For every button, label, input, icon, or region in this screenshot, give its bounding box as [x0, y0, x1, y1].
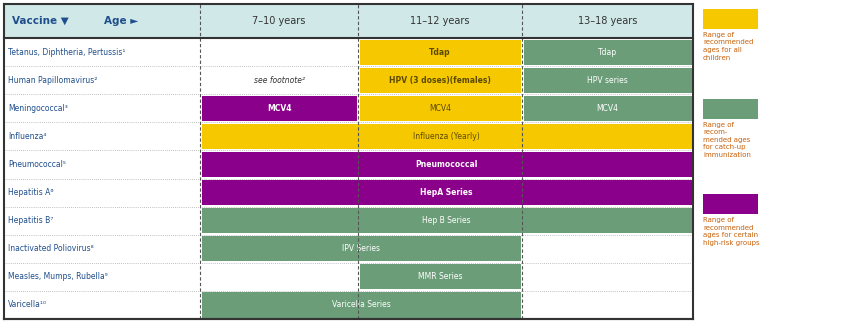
- Text: HepA Series: HepA Series: [420, 188, 473, 197]
- Bar: [202, 208, 691, 233]
- Text: HPV (3 doses)(females): HPV (3 doses)(females): [389, 76, 491, 85]
- Text: Hepatitis B⁷: Hepatitis B⁷: [8, 216, 53, 225]
- Text: Range of
recom-
mended ages
for catch-up
immunization: Range of recom- mended ages for catch-up…: [703, 122, 751, 158]
- Bar: [360, 68, 521, 93]
- Text: Influenza (Yearly): Influenza (Yearly): [413, 132, 480, 141]
- Text: Range of
recommended
ages for all
children: Range of recommended ages for all childr…: [703, 32, 754, 60]
- Bar: [360, 96, 521, 121]
- Text: Pneumococcal: Pneumococcal: [415, 160, 478, 169]
- Text: Range of
recommended
ages for certain
high-risk groups: Range of recommended ages for certain hi…: [703, 217, 760, 246]
- Bar: [202, 96, 356, 121]
- Text: Measles, Mumps, Rubella⁹: Measles, Mumps, Rubella⁹: [8, 272, 108, 281]
- Bar: [703, 194, 758, 214]
- Text: Tdap: Tdap: [598, 48, 617, 56]
- Bar: [360, 39, 521, 65]
- Text: Influenza⁴: Influenza⁴: [8, 132, 46, 141]
- Text: MCV4: MCV4: [429, 104, 451, 113]
- Text: Pneumococcal⁵: Pneumococcal⁵: [8, 160, 66, 169]
- Text: Age ►: Age ►: [104, 16, 138, 26]
- Text: 7–10 years: 7–10 years: [252, 16, 306, 26]
- Bar: [360, 264, 521, 290]
- Text: Vaccine ▼: Vaccine ▼: [12, 16, 68, 26]
- Bar: [4, 4, 693, 319]
- Bar: [4, 4, 693, 38]
- Bar: [202, 180, 691, 205]
- Text: MMR Series: MMR Series: [418, 272, 463, 281]
- Text: Hep B Series: Hep B Series: [422, 216, 471, 225]
- Text: Tdap: Tdap: [430, 48, 451, 56]
- Text: see footnote²: see footnote²: [253, 76, 305, 85]
- Bar: [202, 124, 691, 149]
- Text: 11–12 years: 11–12 years: [410, 16, 470, 26]
- Text: Hepatitis A⁶: Hepatitis A⁶: [8, 188, 53, 197]
- Text: MCV4: MCV4: [267, 104, 291, 113]
- Text: 13–18 years: 13–18 years: [578, 16, 637, 26]
- Text: Inactivated Poliovirus⁸: Inactivated Poliovirus⁸: [8, 244, 94, 253]
- Bar: [202, 292, 521, 317]
- Bar: [523, 96, 691, 121]
- Text: Meningococcal³: Meningococcal³: [8, 104, 68, 113]
- Bar: [703, 99, 758, 119]
- Bar: [202, 152, 691, 177]
- Text: Tetanus, Diphtheria, Pertussis¹: Tetanus, Diphtheria, Pertussis¹: [8, 48, 126, 56]
- Bar: [523, 39, 691, 65]
- Text: Human Papillomavirus²: Human Papillomavirus²: [8, 76, 97, 85]
- Text: IPV Series: IPV Series: [342, 244, 380, 253]
- Bar: [523, 68, 691, 93]
- Text: Varicella Series: Varicella Series: [332, 300, 391, 309]
- Text: MCV4: MCV4: [597, 104, 619, 113]
- Bar: [202, 236, 521, 261]
- Text: Varicella¹⁰: Varicella¹⁰: [8, 300, 47, 309]
- Bar: [703, 9, 758, 29]
- Text: HPV series: HPV series: [587, 76, 628, 85]
